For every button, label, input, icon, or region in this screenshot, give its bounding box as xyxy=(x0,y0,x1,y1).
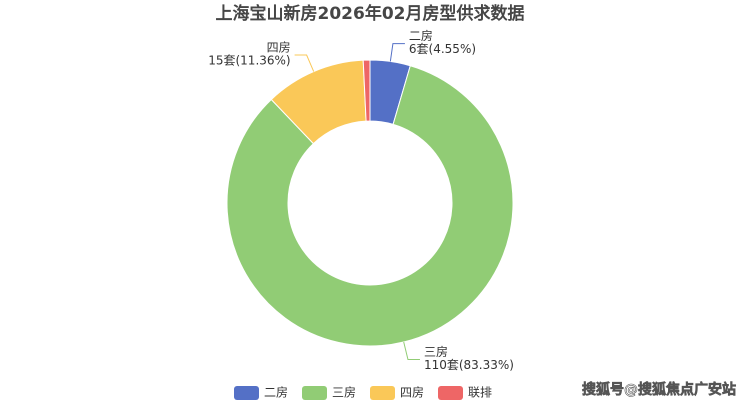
watermark: 搜狐号@搜狐焦点广安站 xyxy=(582,381,736,398)
slice-name: 三房 xyxy=(424,344,448,359)
legend-swatch xyxy=(370,386,395,400)
chart-title: 上海宝山新房2026年02月房型供求数据 xyxy=(216,3,525,24)
slice-label: 110套(83.33%) xyxy=(424,358,514,372)
legend-swatch xyxy=(234,386,259,400)
pie-slice xyxy=(226,65,514,347)
label-line xyxy=(389,43,405,62)
legend-label: 联排 xyxy=(468,386,492,400)
legend-label: 二房 xyxy=(264,385,288,400)
legend-swatch xyxy=(302,386,327,400)
slice-name: 四房 xyxy=(267,39,291,54)
legend-swatch xyxy=(438,386,463,400)
slice-label: 6套(4.55%) xyxy=(409,42,476,56)
legend-label: 四房 xyxy=(400,385,424,400)
pie-slice xyxy=(362,59,371,122)
label-line xyxy=(403,341,420,360)
slice-label: 15套(11.36%) xyxy=(208,53,290,67)
legend-label: 三房 xyxy=(332,385,356,400)
slice-name: 二房 xyxy=(409,28,433,43)
label-line xyxy=(294,54,315,72)
